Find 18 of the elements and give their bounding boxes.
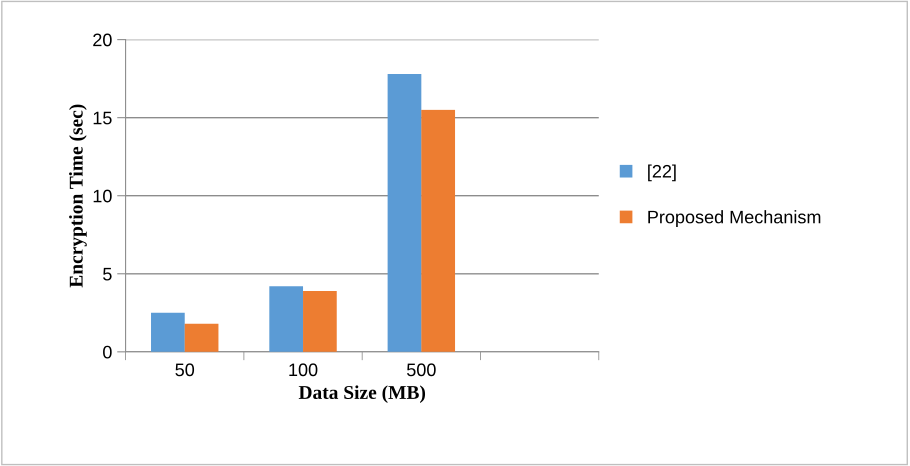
x-tick-label: 500 (406, 363, 436, 376)
bar (151, 312, 185, 352)
y-tick-label: 5 (103, 268, 112, 280)
y-axis-title: Encryption Time (sec) (69, 104, 87, 288)
bar (421, 110, 456, 352)
bar (388, 74, 422, 352)
x-tick-label: 100 (289, 363, 318, 376)
legend-label: Proposed Mechanism (648, 210, 820, 227)
bar (303, 290, 337, 352)
y-tick-label: 0 (103, 346, 112, 359)
x-axis-title: Data Size (MB) (298, 385, 426, 403)
x-tick-label: 50 (175, 363, 194, 376)
bar (269, 286, 304, 352)
y-tick-label: 20 (93, 34, 112, 46)
y-tick-label: 15 (94, 112, 112, 124)
legend-label: [22] (648, 164, 676, 182)
y-tick-label: 10 (94, 190, 112, 202)
bar (184, 324, 218, 352)
